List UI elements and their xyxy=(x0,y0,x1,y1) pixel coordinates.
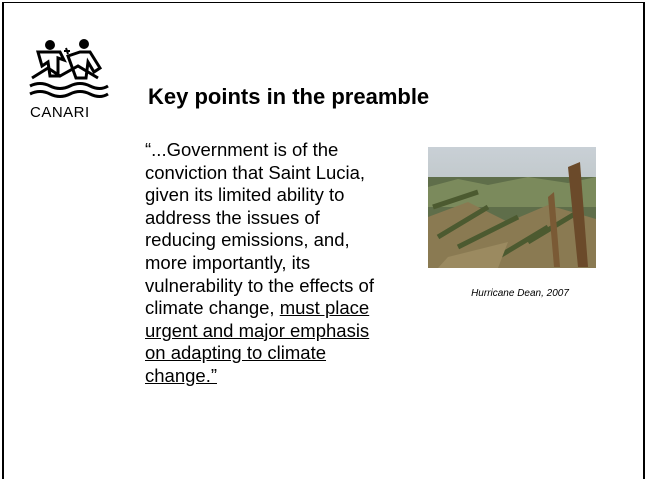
quote-line: conviction that Saint Lucia, xyxy=(145,162,374,185)
quote-line: urgent and major emphasis xyxy=(145,320,374,343)
photo-caption: Hurricane Dean, 2007 xyxy=(471,288,569,299)
quote-text: reducing emissions, and, xyxy=(145,229,350,251)
emphasis-text: must place xyxy=(279,297,370,319)
logo-graphic xyxy=(29,39,109,98)
quote-line: reducing emissions, and, xyxy=(145,229,374,252)
quote-line: “...Government is of the xyxy=(145,139,374,162)
quote-text: conviction that Saint Lucia, xyxy=(145,161,366,183)
quote-line: on adapting to climate xyxy=(145,342,374,365)
frame-right xyxy=(643,2,645,479)
quote-line: given its limited ability to xyxy=(145,184,374,207)
frame-top xyxy=(2,2,645,3)
photo xyxy=(428,147,596,268)
quote-line: change.” xyxy=(145,365,374,388)
logo-text: CANARI xyxy=(30,104,90,121)
quote-line: vulnerability to the effects of xyxy=(145,275,374,298)
slide-title: Key points in the preamble xyxy=(148,84,430,109)
quote-line: climate change, must place xyxy=(145,297,374,320)
quote-text: more importantly, its xyxy=(145,251,311,273)
quote-line: address the issues of xyxy=(145,207,374,230)
frame-left xyxy=(2,2,4,479)
quote-text: vulnerability to the effects of xyxy=(145,274,374,296)
quote-text: climate change, xyxy=(145,297,280,319)
quote-text: “...Government is of the xyxy=(145,139,339,160)
emphasis-text: urgent and major emphasis xyxy=(145,319,370,341)
quote-line: more importantly, its xyxy=(145,252,374,275)
emphasis-text: on adapting to climate xyxy=(145,342,327,364)
quote: “...Government is of the conviction that … xyxy=(145,139,374,388)
quote-text: address the issues of xyxy=(145,206,320,228)
quote-text: given its limited ability to xyxy=(145,184,345,206)
emphasis-text: change.” xyxy=(145,364,217,386)
